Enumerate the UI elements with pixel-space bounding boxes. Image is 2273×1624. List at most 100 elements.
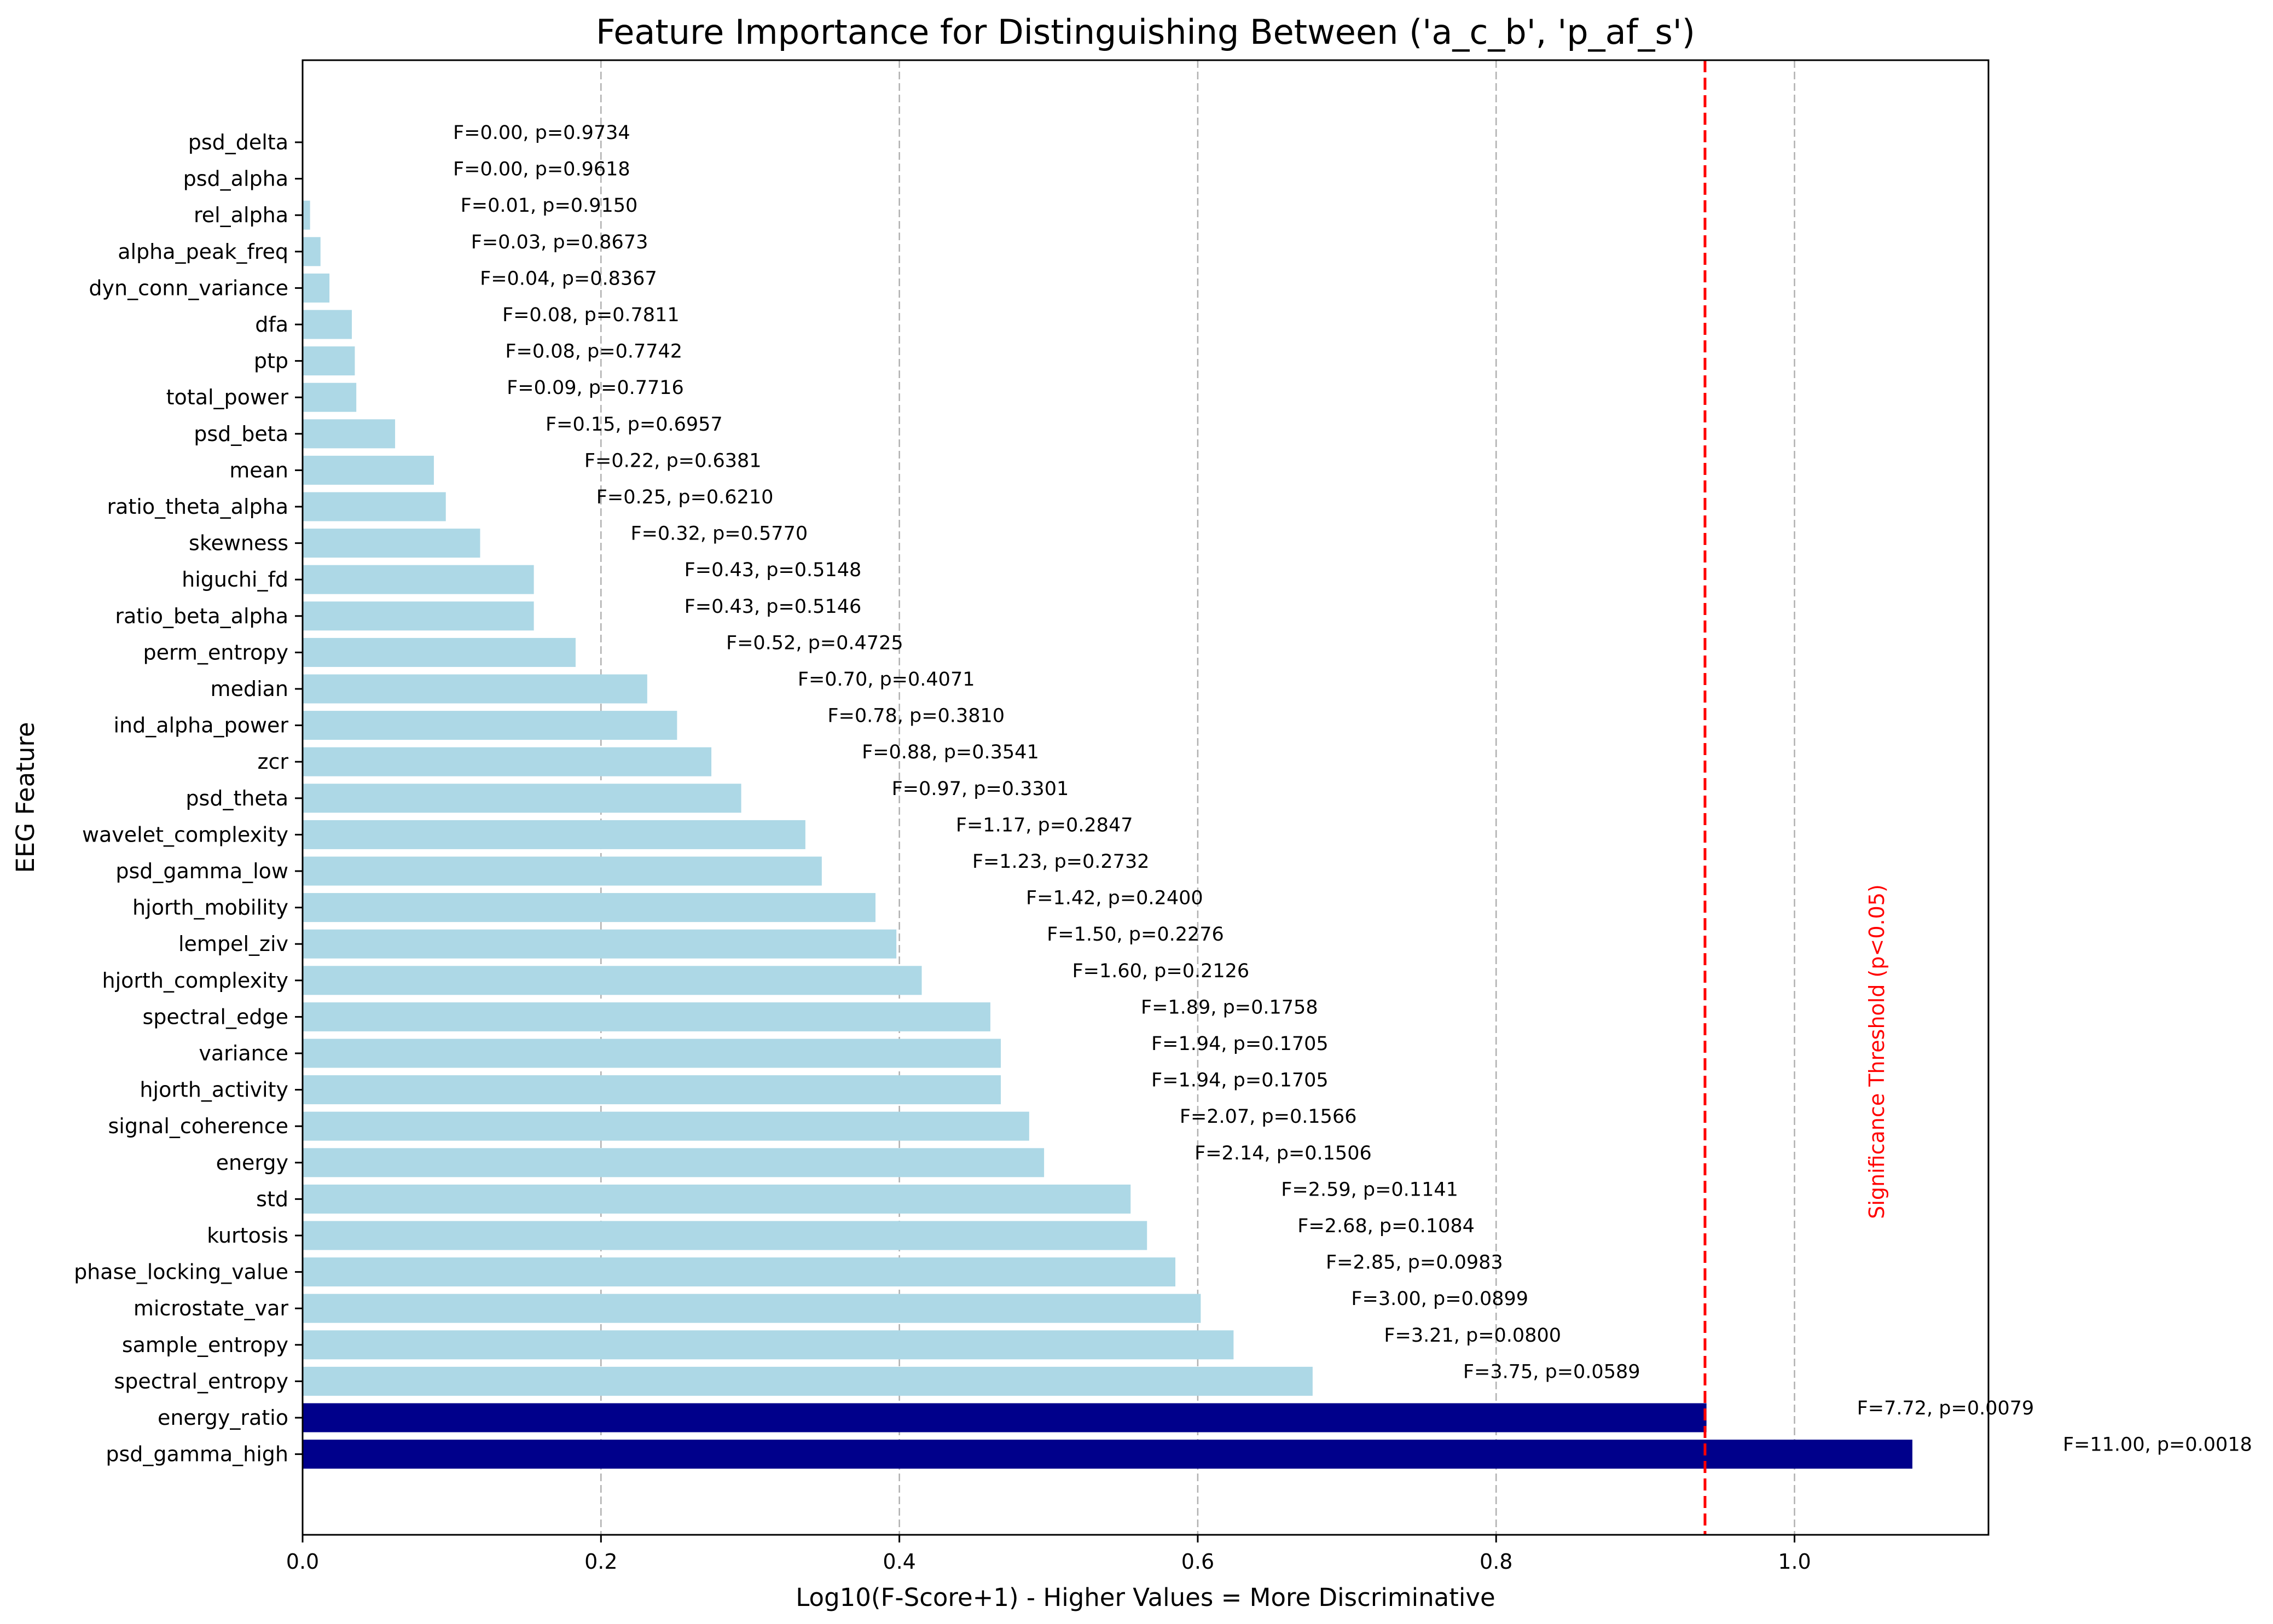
- bar-value-label: F=2.68, p=0.1084: [1297, 1215, 1475, 1237]
- bar-value-label: F=0.70, p=0.4071: [798, 669, 975, 691]
- bar-value-label: F=0.01, p=0.9150: [461, 195, 638, 217]
- bar-value-label: F=3.00, p=0.0899: [1351, 1288, 1528, 1310]
- bar-value-label: F=2.85, p=0.0983: [1326, 1252, 1503, 1274]
- bar-value-label: F=1.89, p=0.1758: [1141, 996, 1318, 1018]
- bars: [303, 200, 1912, 1469]
- y-tick-label: energy_ratio: [158, 1406, 288, 1430]
- bar-value-label: F=0.32, p=0.5770: [630, 523, 808, 545]
- bar-sample_entropy: [303, 1330, 1234, 1360]
- y-tick-label: zcr: [258, 750, 289, 774]
- y-tick-label: microstate_var: [134, 1296, 289, 1320]
- bar-psd_gamma_low: [303, 856, 822, 886]
- y-tick-label: total_power: [166, 385, 289, 409]
- y-tick-label: hjorth_complexity: [102, 968, 288, 993]
- y-tick-label: psd_alpha: [183, 167, 288, 191]
- bar-value-label: F=2.14, p=0.1506: [1195, 1142, 1372, 1164]
- bar-value-label: F=0.00, p=0.9618: [453, 159, 630, 181]
- bar-value-label: F=1.94, p=0.1705: [1151, 1070, 1329, 1092]
- bar-ratio_beta_alpha: [303, 601, 534, 631]
- y-tick-label: psd_gamma_low: [115, 859, 288, 883]
- bar-value-label: F=1.23, p=0.2732: [972, 851, 1150, 873]
- bar-value-label: F=0.52, p=0.4725: [726, 632, 903, 654]
- bar-lempel_ziv: [303, 929, 897, 959]
- y-tick-label: kurtosis: [207, 1223, 288, 1248]
- bar-value-label: F=0.22, p=0.6381: [584, 450, 762, 472]
- bar-hjorth_complexity: [303, 966, 922, 995]
- y-tick-label: rel_alpha: [194, 203, 288, 227]
- bar-dfa: [303, 310, 352, 339]
- bar-spectral_entropy: [303, 1366, 1313, 1396]
- bar-energy_ratio: [303, 1403, 1707, 1432]
- bar-ptp: [303, 346, 355, 376]
- x-tick-label: 0.2: [584, 1550, 617, 1574]
- bar-value-label: F=2.59, p=0.1141: [1281, 1179, 1458, 1200]
- bar-psd_beta: [303, 419, 396, 449]
- y-tick-label: wavelet_complexity: [82, 822, 288, 846]
- bar-spectral_edge: [303, 1002, 990, 1031]
- bar-hjorth_activity: [303, 1075, 1001, 1105]
- bar-value-label: F=0.08, p=0.7811: [502, 304, 680, 326]
- y-tick-label: higuchi_fd: [182, 567, 288, 591]
- y-tick-label: psd_beta: [194, 422, 288, 446]
- y-tick-label: spectral_edge: [142, 1005, 288, 1029]
- y-tick-label: perm_entropy: [143, 640, 288, 664]
- y-tick-label: mean: [229, 458, 288, 482]
- y-tick-label: sample_entropy: [122, 1333, 288, 1357]
- y-tick-label: dfa: [255, 312, 288, 337]
- y-tick-label: variance: [199, 1041, 288, 1065]
- y-tick-label: lempel_ziv: [178, 932, 288, 956]
- bar-value-label: F=0.08, p=0.7742: [505, 341, 682, 363]
- y-tick-label: phase_locking_value: [74, 1260, 288, 1284]
- threshold-group: Significance Threshold (p<0.05): [1703, 60, 1889, 1535]
- bar-total_power: [303, 382, 357, 412]
- bar-ratio_theta_alpha: [303, 492, 446, 521]
- bar-psd_theta: [303, 784, 741, 813]
- y-tick-label: psd_delta: [188, 130, 288, 154]
- bar-zcr: [303, 747, 712, 776]
- x-axis-label: Log10(F-Score+1) - Higher Values = More …: [796, 1583, 1495, 1612]
- x-tick-label: 0.0: [286, 1550, 319, 1574]
- bar-value-label: F=0.04, p=0.8367: [480, 268, 657, 289]
- bar-psd_gamma_high: [303, 1440, 1912, 1469]
- y-tick-label: median: [211, 677, 288, 701]
- bar-value-label: F=1.17, p=0.2847: [956, 814, 1133, 836]
- bar-median: [303, 674, 647, 704]
- y-tick-label: signal_coherence: [108, 1114, 288, 1138]
- bar-value-label: F=0.43, p=0.5146: [685, 596, 862, 618]
- bar-value-label: F=0.78, p=0.3810: [827, 705, 1005, 727]
- bar-ind_alpha_power: [303, 711, 677, 740]
- y-tick-label: std: [256, 1187, 288, 1211]
- bar-phase_locking_value: [303, 1257, 1176, 1287]
- y-tick-label: ind_alpha_power: [113, 714, 288, 738]
- bar-value-label: F=1.42, p=0.2400: [1026, 888, 1203, 909]
- bar-value-label: F=0.00, p=0.9734: [453, 122, 630, 144]
- bar-value-label: F=0.25, p=0.6210: [596, 486, 774, 508]
- bar-value-label: F=0.15, p=0.6957: [546, 414, 723, 436]
- x-tick-label: 0.8: [1480, 1550, 1512, 1574]
- bar-alpha_peak_freq: [303, 237, 321, 266]
- bar-perm_entropy: [303, 637, 576, 667]
- x-axis-ticks: 0.0 0.2 0.4 0.6 0.8 1.0: [286, 1535, 1811, 1574]
- bar-value-label: F=0.03, p=0.8673: [471, 231, 648, 253]
- y-tick-label: psd_theta: [185, 786, 288, 810]
- bar-signal_coherence: [303, 1111, 1029, 1141]
- bar-value-label: F=0.97, p=0.3301: [892, 778, 1069, 800]
- bar-skewness: [303, 529, 480, 558]
- y-axis-ticks: psd_delta psd_alpha rel_alpha alpha_peak_fr…: [74, 130, 303, 1466]
- bar-variance: [303, 1039, 1001, 1068]
- y-tick-label: skewness: [189, 531, 288, 555]
- y-tick-label: ptp: [254, 349, 288, 373]
- y-axis-label: EEG Feature: [11, 722, 40, 873]
- bar-dyn_conn_variance: [303, 273, 330, 303]
- y-tick-label: psd_gamma_high: [106, 1442, 288, 1466]
- y-tick-label: hjorth_activity: [140, 1078, 288, 1102]
- bar-std: [303, 1184, 1131, 1214]
- bar-value-label: F=11.00, p=0.0018: [2063, 1434, 2252, 1456]
- bar-hjorth_mobility: [303, 893, 875, 923]
- bar-kurtosis: [303, 1221, 1147, 1250]
- x-tick-label: 0.4: [883, 1550, 915, 1574]
- bar-wavelet_complexity: [303, 820, 805, 849]
- bar-value-label: F=2.07, p=0.1566: [1180, 1106, 1357, 1128]
- y-tick-label: energy: [216, 1151, 288, 1175]
